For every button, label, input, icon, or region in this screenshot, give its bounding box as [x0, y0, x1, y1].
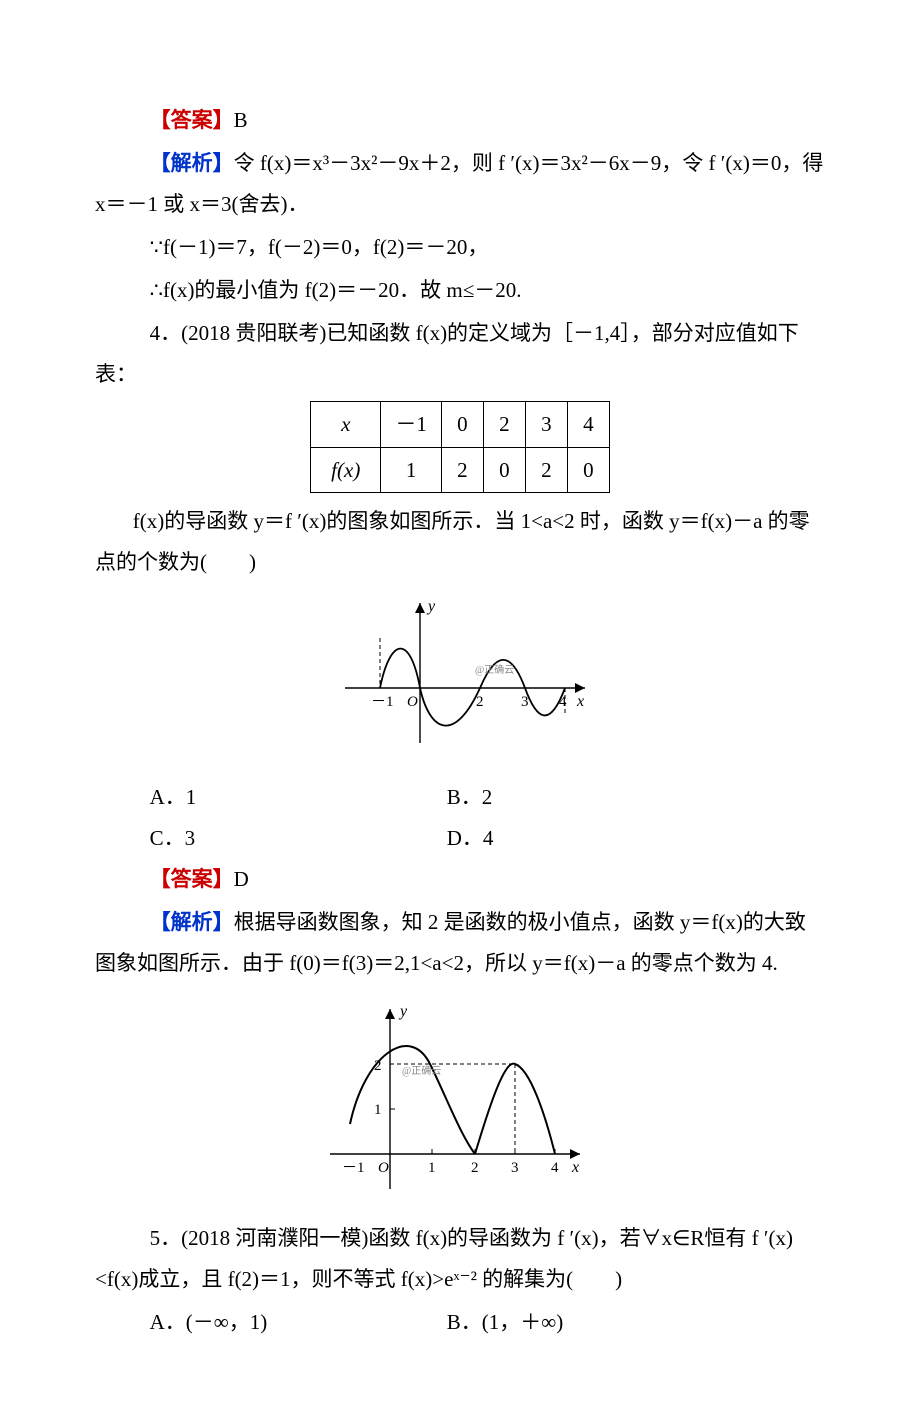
svg-text:3: 3	[511, 1160, 519, 1176]
answer-label: 【答案】	[150, 867, 234, 891]
table-row: f(x) 1 2 0 2 0	[311, 447, 610, 493]
q3-answer: 【答案】B	[95, 100, 825, 141]
q4-table: x －1 0 2 3 4 f(x) 1 2 0 2 0	[310, 401, 610, 494]
svg-text:－1: －1	[342, 1160, 365, 1176]
option-a: A．(－∞，1)	[150, 1302, 447, 1343]
q5-stem: 5．(2018 河南濮阳一模)函数 f(x)的导函数为 f ′(x)，若∀x∈R…	[95, 1218, 825, 1300]
table-cell: 2	[483, 401, 525, 447]
option-c: C．3	[150, 818, 447, 859]
table-header-x: x	[311, 401, 381, 447]
option-a: A．1	[150, 777, 447, 818]
q3-analysis-p1: 【解析】令 f(x)＝x³－3x²－9x＋2，则 f ′(x)＝3x²－6x－9…	[95, 143, 825, 225]
q4-figure1: －1 O 2 3 4 x y @正确云	[95, 593, 825, 767]
table-cell: 1	[381, 447, 442, 493]
table-cell: 2	[525, 447, 567, 493]
svg-text:y: y	[398, 1003, 408, 1020]
q4-answer: 【答案】D	[95, 859, 825, 900]
q4-stem1: 4．(2018 贵阳联考)已知函数 f(x)的定义域为［－1,4］，部分对应值如…	[95, 313, 825, 395]
q3-answer-value: B	[234, 108, 248, 132]
q4-figure2: －1 O 1 2 3 4 x y 1 2 @正确云	[95, 994, 825, 1208]
svg-text:2: 2	[374, 1058, 382, 1074]
table-cell: 0	[441, 401, 483, 447]
table-cell: 4	[567, 401, 609, 447]
q4-analysis: 【解析】根据导函数图象，知 2 是函数的极小值点，函数 y＝f(x)的大致图象如…	[95, 902, 825, 984]
q5-options: A．(－∞，1) B．(1，＋∞)	[150, 1302, 825, 1343]
analysis-label: 【解析】	[150, 151, 234, 175]
svg-text:4: 4	[551, 1160, 559, 1176]
option-d: D．4	[447, 818, 744, 859]
svg-text:x: x	[571, 1159, 579, 1176]
svg-text:2: 2	[471, 1160, 479, 1176]
option-b: B．2	[447, 777, 744, 818]
svg-text:1: 1	[374, 1102, 382, 1118]
q3-line3: ∴f(x)的最小值为 f(2)＝－20．故 m≤－20.	[95, 270, 825, 311]
table-cell: 2	[441, 447, 483, 493]
table-cell: 0	[483, 447, 525, 493]
q3-line2: ∵f(－1)＝7，f(－2)＝0，f(2)＝－20，	[95, 227, 825, 268]
svg-text:@正确云: @正确云	[402, 1064, 441, 1077]
table-cell: 0	[567, 447, 609, 493]
table-header-fx: f(x)	[311, 447, 381, 493]
svg-text:4: 4	[559, 694, 567, 710]
answer-label: 【答案】	[150, 108, 234, 132]
derivative-graph: －1 O 2 3 4 x y @正确云	[325, 593, 595, 753]
svg-text:1: 1	[428, 1160, 436, 1176]
option-b: B．(1，＋∞)	[447, 1302, 744, 1343]
q4-options: A．1 B．2 C．3 D．4	[150, 777, 825, 859]
svg-text:O: O	[378, 1160, 389, 1176]
svg-text:2: 2	[476, 694, 484, 710]
table-cell: －1	[381, 401, 442, 447]
svg-text:x: x	[576, 693, 584, 710]
svg-text:－1: －1	[371, 694, 394, 710]
table-row: x －1 0 2 3 4	[311, 401, 610, 447]
svg-text:y: y	[426, 598, 436, 615]
table-cell: 3	[525, 401, 567, 447]
analysis-label: 【解析】	[150, 910, 234, 934]
svg-text:O: O	[407, 694, 418, 710]
q4-answer-value: D	[234, 867, 249, 891]
function-graph: －1 O 1 2 3 4 x y 1 2 @正确云	[330, 994, 590, 1194]
svg-text:@正确云: @正确云	[475, 663, 514, 676]
q4-stem2: f(x)的导函数 y＝f ′(x)的图象如图所示．当 1<a<2 时，函数 y＝…	[95, 501, 825, 583]
svg-text:3: 3	[521, 694, 529, 710]
